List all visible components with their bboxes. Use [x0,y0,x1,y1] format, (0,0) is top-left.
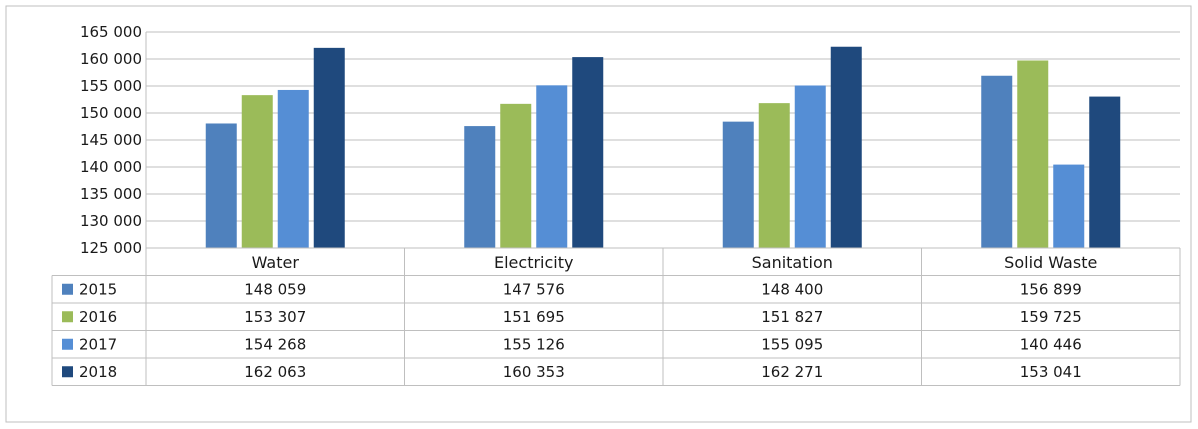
data-label-2018-solid-waste: 153 041 [1020,363,1082,381]
y-tick-label: 130 000 [80,212,142,230]
category-label-sanitation: Sanitation [752,253,833,272]
legend-label-2018: 2018 [79,363,117,381]
data-label-2017-water: 154 268 [244,335,306,353]
y-tick-label: 135 000 [80,185,142,203]
data-label-2016-water: 153 307 [244,308,306,326]
legend-key-2018 [62,366,73,378]
bar-2017-solid-waste [1053,164,1085,248]
y-tick-label: 145 000 [80,131,142,149]
y-tick-label: 155 000 [80,77,142,95]
bar-2018-sanitation [830,46,862,248]
legend-key-2016 [62,311,73,323]
data-label-2015-solid-waste: 156 899 [1020,280,1082,298]
y-tick-label: 125 000 [80,239,142,257]
y-tick-label: 160 000 [80,50,142,68]
data-label-2017-solid-waste: 140 446 [1020,335,1082,353]
bar-2016-sanitation [758,103,790,248]
bar-2018-solid-waste [1089,96,1121,248]
bar-2017-water [277,89,309,249]
data-label-2015-sanitation: 148 400 [761,280,823,298]
data-label-2016-solid-waste: 159 725 [1020,308,1082,326]
bars [205,46,1121,249]
data-label-2018-water: 162 063 [244,363,306,381]
bar-2018-water [313,47,345,248]
data-label-2015-water: 148 059 [244,280,306,298]
y-tick-label: 150 000 [80,104,142,122]
data-label-2016-electricity: 151 695 [503,308,565,326]
data-label-2018-electricity: 160 353 [503,363,565,381]
data-label-2018-sanitation: 162 271 [761,363,823,381]
bar-2018-electricity [572,57,604,249]
y-tick-label: 165 000 [80,23,142,41]
data-label-2015-electricity: 147 576 [503,280,565,298]
data-label-2017-sanitation: 155 095 [761,335,823,353]
bar-2015-electricity [464,126,496,248]
bar-2015-sanitation [722,121,754,248]
bar-2015-solid-waste [981,75,1013,249]
legend-key-2017 [62,338,73,350]
bar-2015-water [205,123,237,248]
category-label-solid-waste: Solid Waste [1004,253,1097,272]
data-label-2016-sanitation: 151 827 [761,308,823,326]
y-axis: 165 000 160 000 155 000 150 000 145 000 140 0… [80,23,147,257]
y-tick-label: 140 000 [80,158,142,176]
bar-2016-electricity [500,103,532,248]
bar-2016-water [241,95,273,248]
legend-label-2016: 2016 [79,308,117,326]
bar-2016-solid-waste [1017,60,1049,248]
legend-label-2017: 2017 [79,335,117,353]
data-table: Water Electricity Sanitation Solid Waste 201… [51,247,1181,386]
category-label-water: Water [252,253,300,272]
legend-label-2015: 2015 [79,280,117,298]
bar-2017-sanitation [794,85,826,248]
bar-2017-electricity [536,85,568,248]
category-label-electricity: Electricity [494,253,573,272]
legend-key-2015 [62,283,73,295]
data-label-2017-electricity: 155 126 [503,335,565,353]
